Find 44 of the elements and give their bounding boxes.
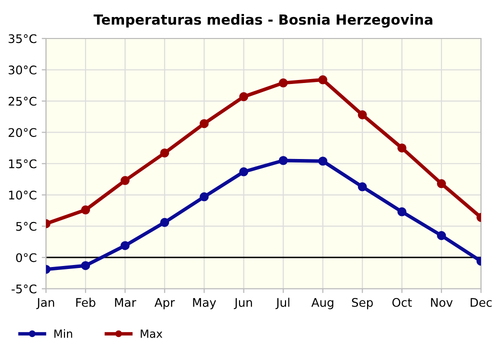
point	[318, 75, 328, 84]
y-tick-label: 30°C	[8, 66, 36, 74]
y-tick-label: 0°C	[16, 253, 36, 262]
y-tick-label: -5°C	[12, 284, 36, 294]
point	[160, 148, 170, 158]
point	[239, 167, 248, 176]
point	[239, 92, 248, 102]
point	[81, 261, 90, 270]
y-tick-label: 20°C	[8, 128, 36, 137]
y-tick-label: 25°C	[8, 96, 36, 106]
x-tick-label: Jul	[276, 298, 290, 310]
point	[436, 231, 446, 240]
x-tick-label: Mar	[115, 298, 136, 307]
x-tick-label: Feb	[76, 298, 96, 307]
point	[358, 182, 367, 192]
chart-title: Temperaturas medias - Bosnia Herzegovina	[94, 14, 432, 28]
x-tick-label: Oct	[392, 298, 412, 307]
legend-label: Min	[54, 329, 72, 338]
y-tick-label: 10°C	[9, 190, 36, 200]
point	[397, 143, 406, 152]
x-tick-label: Apr	[154, 298, 175, 310]
point	[318, 156, 328, 166]
x-tick-label: Dec	[470, 298, 492, 307]
point	[120, 176, 130, 186]
point	[278, 78, 288, 88]
point	[120, 241, 130, 250]
y-tick-label: 15°C	[9, 159, 36, 168]
x-tick-label: Nov	[431, 298, 453, 307]
x-tick-label: Sep	[352, 298, 373, 310]
y-tick-label: 35°C	[8, 34, 36, 44]
x-tick-label: Aug	[311, 298, 334, 310]
point	[200, 119, 209, 128]
point	[200, 192, 209, 202]
x-tick-label: Jan	[36, 298, 54, 310]
point	[397, 207, 406, 216]
point	[436, 179, 446, 188]
point	[358, 110, 367, 120]
x-tick-label: May	[193, 298, 216, 310]
point	[160, 218, 170, 227]
x-tick-label: Jun	[234, 298, 252, 310]
point	[81, 205, 90, 214]
point	[278, 156, 288, 166]
y-tick-label: 5°C	[16, 222, 36, 231]
legend-label: Max	[140, 330, 162, 338]
